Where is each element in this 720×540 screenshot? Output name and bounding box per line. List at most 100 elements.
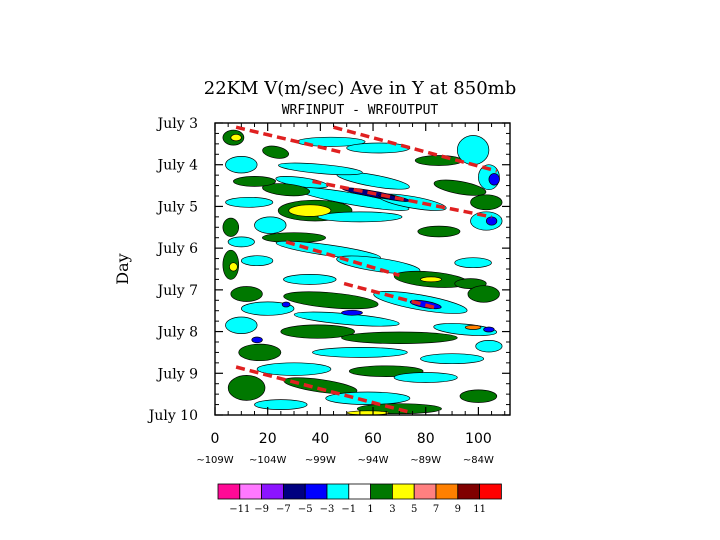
strong-positive-contour xyxy=(420,276,442,283)
y-axis: July 3 July 4 July 5 July 6 July 7 July 8 July… xyxy=(147,116,510,424)
negative-contour xyxy=(346,142,411,154)
strong-positive-contour xyxy=(230,133,242,142)
colorbar-label: −7 xyxy=(276,504,291,515)
negative-contour xyxy=(227,236,255,248)
colorbar-label: −1 xyxy=(341,504,356,515)
x-longitude-label: ~89W xyxy=(410,455,441,466)
colorbar-swatch xyxy=(239,483,263,500)
colorbar-label: 9 xyxy=(455,504,461,515)
negative-contour xyxy=(241,301,295,316)
positive-contour xyxy=(233,176,276,187)
positive-contour xyxy=(227,375,266,401)
positive-contour xyxy=(417,225,461,238)
negative-contour xyxy=(240,255,274,267)
x-longitude-label: ~104W xyxy=(249,455,286,466)
strong-negative-contour xyxy=(251,336,263,344)
negative-contour xyxy=(336,255,421,275)
colorbar-swatch xyxy=(479,483,502,500)
y-tick-label: July 7 xyxy=(156,283,198,299)
x-tick-label: 100 xyxy=(465,431,492,447)
x-axis: 0 ~109W 20 ~104W 40 ~99W 60 ~94W 80 ~89W 100 ~84W xyxy=(196,123,506,466)
strong-positive-contour xyxy=(464,324,482,330)
positive-contour xyxy=(238,343,282,362)
negative-contour xyxy=(225,156,258,174)
y-tick-label: July 4 xyxy=(156,158,198,174)
y-tick-label: July 9 xyxy=(156,366,198,382)
colorbar-swatch xyxy=(370,483,393,500)
y-tick-label: July 8 xyxy=(156,325,198,341)
strong-negative-contour xyxy=(341,309,363,316)
colorbar-label: −3 xyxy=(320,504,335,515)
colorbar-swatch xyxy=(304,483,328,500)
negative-contour xyxy=(254,399,308,410)
colorbar-label: 7 xyxy=(433,504,439,515)
colorbar-label: 11 xyxy=(473,504,486,515)
propagation-dashed-line xyxy=(235,365,413,415)
x-longitude-label: ~94W xyxy=(358,455,389,466)
x-tick-label: 40 xyxy=(311,431,329,447)
positive-contour xyxy=(341,331,458,344)
colorbar: −11 −9 −7 −5 −3 −1 1 3 5 7 9 11 xyxy=(217,483,502,515)
colorbar-label: −5 xyxy=(298,504,313,515)
negative-contour xyxy=(283,274,337,285)
colorbar-swatch xyxy=(435,483,459,500)
positive-contour xyxy=(262,183,311,197)
positive-contour xyxy=(467,285,500,303)
propagation-lines xyxy=(235,125,498,415)
negative-contour xyxy=(256,362,332,376)
positive-contour xyxy=(283,291,379,310)
negative-contour xyxy=(475,340,503,353)
colorbar-swatch xyxy=(282,483,306,500)
x-longitude-label: ~99W xyxy=(305,455,336,466)
positive-contour xyxy=(230,286,263,302)
y-tick-label: July 5 xyxy=(156,199,198,215)
chart-subtitle: WRFINPUT - WRFOUTPUT xyxy=(282,103,439,118)
colorbar-label: −11 xyxy=(229,504,250,515)
positive-contour xyxy=(262,145,289,159)
chart-title: 22KM V(m/sec) Ave in Y at 850mb xyxy=(204,78,517,99)
negative-contour xyxy=(312,347,408,358)
propagation-dashed-line xyxy=(312,179,492,219)
strong-negative-contour xyxy=(281,301,291,308)
negative-contour xyxy=(278,162,363,176)
x-longitude-label: ~84W xyxy=(463,455,494,466)
positive-contour xyxy=(470,194,503,211)
colorbar-swatch xyxy=(261,483,284,500)
x-tick-label: 20 xyxy=(259,431,277,447)
propagation-dashed-line xyxy=(343,281,440,311)
colorbar-swatch xyxy=(457,483,480,500)
positive-contour xyxy=(222,217,240,237)
x-tick-label: 0 xyxy=(211,431,220,447)
colorbar-label: 3 xyxy=(389,504,395,515)
colorbar-swatch xyxy=(413,483,437,500)
positive-contour xyxy=(433,179,487,196)
colorbar-label: 5 xyxy=(411,504,417,515)
negative-contour xyxy=(317,211,403,223)
x-tick-label: 60 xyxy=(364,431,382,447)
strong-negative-contour xyxy=(485,216,498,226)
negative-contour xyxy=(254,216,287,234)
colorbar-swatch xyxy=(391,483,415,500)
colorbar-label: 1 xyxy=(367,504,373,515)
contour-fields xyxy=(222,129,503,415)
strong-negative-contour xyxy=(483,326,495,333)
y-tick-label: July 3 xyxy=(156,116,198,132)
propagation-dashed-line xyxy=(235,125,342,154)
negative-contour xyxy=(225,196,274,208)
x-longitude-label: ~109W xyxy=(196,455,233,466)
colorbar-swatch xyxy=(217,483,241,500)
colorbar-swatch xyxy=(326,483,350,500)
positive-contour xyxy=(459,389,498,403)
propagation-dashed-line xyxy=(285,240,400,277)
propagation-dashed-line xyxy=(333,125,498,173)
x-tick-label: 80 xyxy=(417,431,435,447)
colorbar-label: −9 xyxy=(254,504,269,515)
y-axis-label: Day xyxy=(113,253,132,284)
y-tick-label: July 10 xyxy=(147,408,198,424)
colorbar-swatch xyxy=(348,483,371,500)
strong-negative-contour xyxy=(488,173,500,186)
strong-positive-contour xyxy=(229,262,238,272)
negative-contour xyxy=(454,257,492,269)
